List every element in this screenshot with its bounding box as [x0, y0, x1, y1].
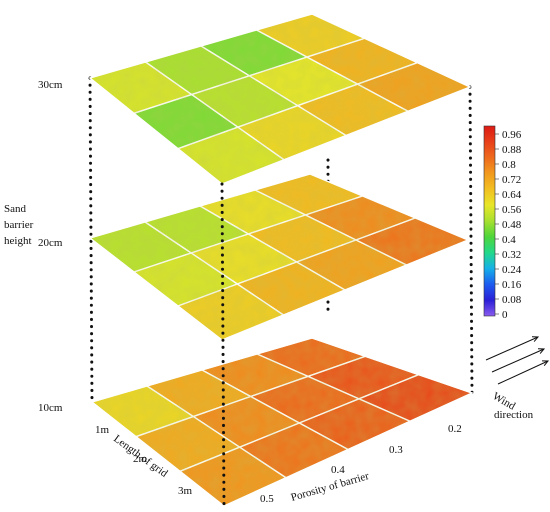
colorbar-tick-label: 0.88: [502, 144, 522, 156]
wind-arrow-head: [537, 348, 546, 354]
wind-arrows: [485, 336, 550, 385]
layer-texture-30cm: [90, 14, 470, 184]
wind-arrow: [491, 348, 545, 373]
layer-outline-20cm: [88, 173, 470, 341]
dotted-connector: [88, 76, 94, 404]
porosity-tick-0.4: 0.4: [331, 464, 345, 476]
grid-length-tick-2m: 2m: [133, 453, 148, 465]
layer-10cm: [90, 337, 474, 507]
height-axis-label-line-1: Sand: [4, 203, 27, 215]
dotted-connector: [220, 182, 226, 508]
dotted-connectors: [88, 76, 474, 404]
wind-label-line-2: direction: [494, 409, 534, 421]
height-axis-label-line-2: barrier: [4, 219, 34, 231]
colorbar-tick-label: 0.08: [502, 294, 522, 306]
height-axis: Sand barrier height 30cm 20cm 10cm: [4, 79, 63, 414]
wind-arrow-head: [541, 360, 550, 366]
foreground-connectors: [220, 182, 226, 508]
dotted-connector: [468, 85, 474, 395]
wind-indicator: Wind direction: [485, 336, 550, 421]
wind-arrow: [485, 336, 539, 361]
grid-length-tick-3m: 3m: [178, 485, 193, 497]
layer-outline-10cm: [90, 337, 474, 507]
colorbar-tick-label: 0.16: [502, 279, 522, 291]
colorbar: 0.96 0.88 0.8 0.72 0.64 0.56 0.48 0.4 0.32 0.24 0.…: [483, 125, 522, 321]
colorbar-tick-label: 0.24: [502, 264, 522, 276]
colorbar-tick-label: 0.32: [502, 249, 521, 261]
colorbar-tick-label: 0.56: [502, 204, 522, 216]
layer-30cm: [88, 13, 472, 185]
height-tick-10cm: 10cm: [38, 402, 63, 414]
colorbar-tick-label: 0.72: [502, 174, 521, 186]
layer-planes: [88, 13, 474, 507]
layer-texture-10cm: [92, 338, 472, 506]
colorbar-tick-label: 0: [502, 309, 508, 321]
wind-arrow-head: [531, 336, 540, 342]
colorbar-tick-label: 0.48: [502, 219, 522, 231]
wind-arrow: [497, 360, 549, 385]
porosity-tick-0.2: 0.2: [448, 423, 462, 435]
colorbar-tick-label: 0.64: [502, 189, 522, 201]
height-tick-30cm: 30cm: [38, 79, 63, 91]
colorbar-ticks: 0.96 0.88 0.8 0.72 0.64 0.56 0.48 0.4 0.32 0.24 0.…: [495, 129, 522, 321]
height-axis-label-line-3: height: [4, 235, 32, 247]
porosity-tick-0.3: 0.3: [389, 444, 403, 456]
layer-texture-20cm: [90, 174, 468, 340]
layer-20cm: [88, 173, 470, 341]
colorbar-tick-label: 0.4: [502, 234, 516, 246]
colorbar-ramp: [483, 125, 496, 317]
height-tick-20cm: 20cm: [38, 237, 63, 249]
colorbar-tick-label: 0.96: [502, 129, 522, 141]
colorbar-tick-label: 0.8: [502, 159, 516, 171]
porosity-tick-0.5: 0.5: [260, 493, 274, 505]
grid-length-tick-1m: 1m: [95, 424, 110, 436]
layer-outline-30cm: [88, 13, 472, 185]
